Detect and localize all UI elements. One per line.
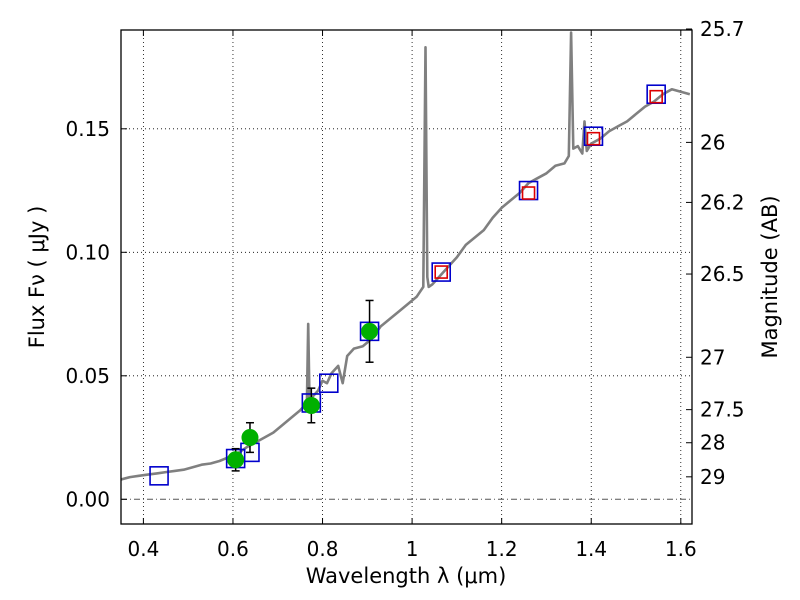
data-layer	[121, 31, 691, 486]
y2-tick-label: 25.7	[700, 17, 745, 41]
y2-tick-label: 27	[700, 345, 725, 369]
x-tick-label: 0.4	[127, 537, 159, 561]
upper-point-square	[521, 186, 536, 200]
plot-frame	[120, 29, 693, 525]
y-tick-label: 0.10	[65, 240, 110, 264]
x-tick-label: 1.6	[665, 537, 697, 561]
y-axis: 0.00 0.05 0.10 0.15	[65, 117, 127, 511]
y2-tick-label: 28	[700, 431, 725, 455]
model-photometry-square	[431, 262, 452, 282]
observed-data-point	[241, 429, 259, 447]
model-photometry-square	[318, 373, 339, 394]
observed-data-point	[302, 396, 320, 414]
y-axis-title: Flux Fν ( μJy )	[25, 206, 49, 349]
plot-area	[120, 29, 693, 525]
y-tick-label: 0.00	[65, 487, 110, 511]
y-tick-label: 0.15	[65, 117, 110, 141]
y2-tick-label: 29	[700, 465, 725, 489]
x-tick-label: 0.8	[307, 537, 339, 561]
upper-point-square	[586, 131, 601, 146]
observed-data-point	[361, 322, 379, 340]
upper-point-square	[649, 89, 663, 104]
x-tick-label: 1.4	[575, 537, 607, 561]
y2-axis: 25.7 26 26.2 26.5 27 27.5 28 29	[686, 17, 745, 489]
model-photometry-square	[149, 466, 169, 486]
y2-tick-label: 26.2	[700, 190, 745, 214]
x-tick-label: 0.6	[217, 537, 249, 561]
observed-data-point	[227, 451, 245, 469]
x-tick-label: 1	[406, 537, 419, 561]
x-tick-label: 1.2	[486, 537, 518, 561]
y2-tick-label: 26	[700, 130, 725, 154]
upper-point-square	[434, 265, 449, 279]
x-axis-title: Wavelength λ (μm)	[306, 564, 507, 588]
y2-tick-label: 27.5	[700, 398, 745, 422]
x-axis: 0.4 0.6 0.8 1 1.2 1.4 1.6	[127, 30, 697, 561]
y-tick-label: 0.05	[65, 364, 110, 388]
y2-tick-label: 26.5	[700, 262, 745, 286]
y2-axis-title: Magnitude (AB)	[758, 195, 782, 358]
